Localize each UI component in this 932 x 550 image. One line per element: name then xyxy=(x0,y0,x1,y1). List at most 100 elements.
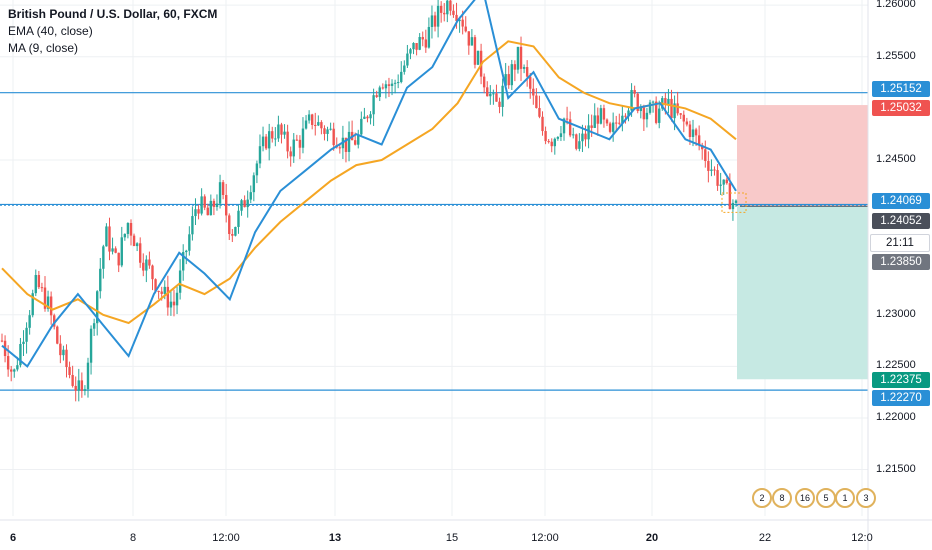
candle-body-239 xyxy=(734,200,738,203)
candle-body-89 xyxy=(274,138,277,140)
candle-body-209 xyxy=(642,107,646,120)
candle-body-30 xyxy=(92,323,96,329)
candle-body-42 xyxy=(129,223,133,236)
candle-body-189 xyxy=(581,133,584,142)
candle-body-98 xyxy=(301,128,305,148)
candle-body-28 xyxy=(86,362,90,390)
ma-legend[interactable]: MA (9, close) xyxy=(8,41,79,55)
candle-body-230 xyxy=(707,161,710,171)
candle-body-82 xyxy=(252,175,256,193)
price-tag: 21:11 xyxy=(870,234,930,252)
event-badge[interactable]: 3 xyxy=(856,488,876,508)
candle-body-50 xyxy=(154,279,157,291)
candle-body-224 xyxy=(688,124,692,137)
event-badge[interactable]: 5 xyxy=(816,488,836,508)
candle-body-105 xyxy=(323,128,326,134)
event-badge[interactable]: 1 xyxy=(835,488,855,508)
candle-body-139 xyxy=(427,26,431,48)
ema-legend[interactable]: EMA (40, close) xyxy=(8,24,93,38)
event-badge[interactable]: 16 xyxy=(795,488,815,508)
event-badge[interactable]: 2 xyxy=(752,488,772,508)
candle-body-136 xyxy=(418,37,421,50)
candle-body-135 xyxy=(415,43,418,50)
candle-body-173 xyxy=(532,88,535,96)
candle-body-49 xyxy=(151,265,154,280)
candle-body-165 xyxy=(507,74,510,86)
candle-body-157 xyxy=(482,76,486,88)
candle-body-127 xyxy=(390,83,394,86)
candle-body-12 xyxy=(37,275,41,288)
candle-body-138 xyxy=(424,39,428,48)
candle-body-56 xyxy=(172,301,176,306)
candle-body-151 xyxy=(464,26,467,32)
candle-body-61 xyxy=(188,234,191,251)
candle-body-131 xyxy=(403,65,406,72)
candle-body-210 xyxy=(645,112,649,120)
candle-body-169 xyxy=(519,46,523,69)
candle-body-222 xyxy=(682,114,685,122)
candle-body-44 xyxy=(135,243,139,247)
candle-body-182 xyxy=(559,133,563,137)
candle-body-85 xyxy=(261,136,265,147)
candle-body-87 xyxy=(267,131,271,149)
candle-body-31 xyxy=(96,291,99,324)
candle-body-107 xyxy=(329,128,332,130)
candle-body-126 xyxy=(387,84,391,86)
candle-body-214 xyxy=(658,108,661,123)
candle-body-21 xyxy=(65,349,68,368)
candle-body-143 xyxy=(439,5,443,13)
candle-body-202 xyxy=(621,115,624,123)
candle-body-137 xyxy=(421,37,424,40)
time-tick-label: 6 xyxy=(9,532,17,544)
candle-body-168 xyxy=(516,46,520,70)
candle-body-212 xyxy=(651,101,655,103)
price-tag: 1.25032 xyxy=(872,100,930,116)
candle-body-192 xyxy=(590,125,593,128)
candle-body-48 xyxy=(148,259,151,266)
candle-body-159 xyxy=(489,93,492,97)
event-badge[interactable]: 8 xyxy=(772,488,792,508)
candle-body-140 xyxy=(430,15,434,27)
candle-body-52 xyxy=(160,291,163,294)
candle-body-205 xyxy=(630,90,633,111)
candle-body-23 xyxy=(71,374,74,386)
candle-body-232 xyxy=(713,169,716,171)
price-tick-label: 1.24500 xyxy=(876,152,916,165)
chart-legend: British Pound / U.S. Dollar, 60, FXCM EM… xyxy=(8,6,217,57)
candle-body-235 xyxy=(722,179,725,185)
candle-body-108 xyxy=(332,128,335,146)
candle-body-100 xyxy=(307,114,311,121)
candle-body-20 xyxy=(62,349,65,356)
candle-body-26 xyxy=(80,380,84,391)
candle-body-208 xyxy=(639,107,642,112)
candle-body-171 xyxy=(525,67,529,77)
candle-body-83 xyxy=(255,163,259,176)
candle-body-207 xyxy=(636,93,639,112)
candle-body-125 xyxy=(384,84,388,89)
candle-body-149 xyxy=(458,19,461,22)
candle-body-200 xyxy=(615,122,618,124)
candle-body-231 xyxy=(710,169,713,171)
candle-body-110 xyxy=(338,147,342,149)
candle-body-128 xyxy=(393,82,397,84)
candle-body-217 xyxy=(667,98,670,105)
candle-body-96 xyxy=(295,139,299,141)
candle-body-221 xyxy=(679,113,682,115)
price-tag: 1.22270 xyxy=(872,390,930,406)
candle-body-33 xyxy=(102,246,105,269)
candle-body-163 xyxy=(501,85,504,107)
candle-body-154 xyxy=(473,37,477,65)
candle-body-211 xyxy=(648,102,652,113)
candle-body-94 xyxy=(289,151,292,157)
candle-body-236 xyxy=(725,179,728,184)
candle-body-233 xyxy=(716,170,719,186)
time-tick-label: 15 xyxy=(445,532,459,544)
candle-body-234 xyxy=(719,184,722,186)
candle-body-176 xyxy=(541,116,544,132)
candle-body-6 xyxy=(19,344,22,366)
candle-body-220 xyxy=(676,103,679,114)
candle-body-62 xyxy=(191,216,194,235)
candle-body-45 xyxy=(139,243,142,263)
candle-body-178 xyxy=(547,141,550,143)
